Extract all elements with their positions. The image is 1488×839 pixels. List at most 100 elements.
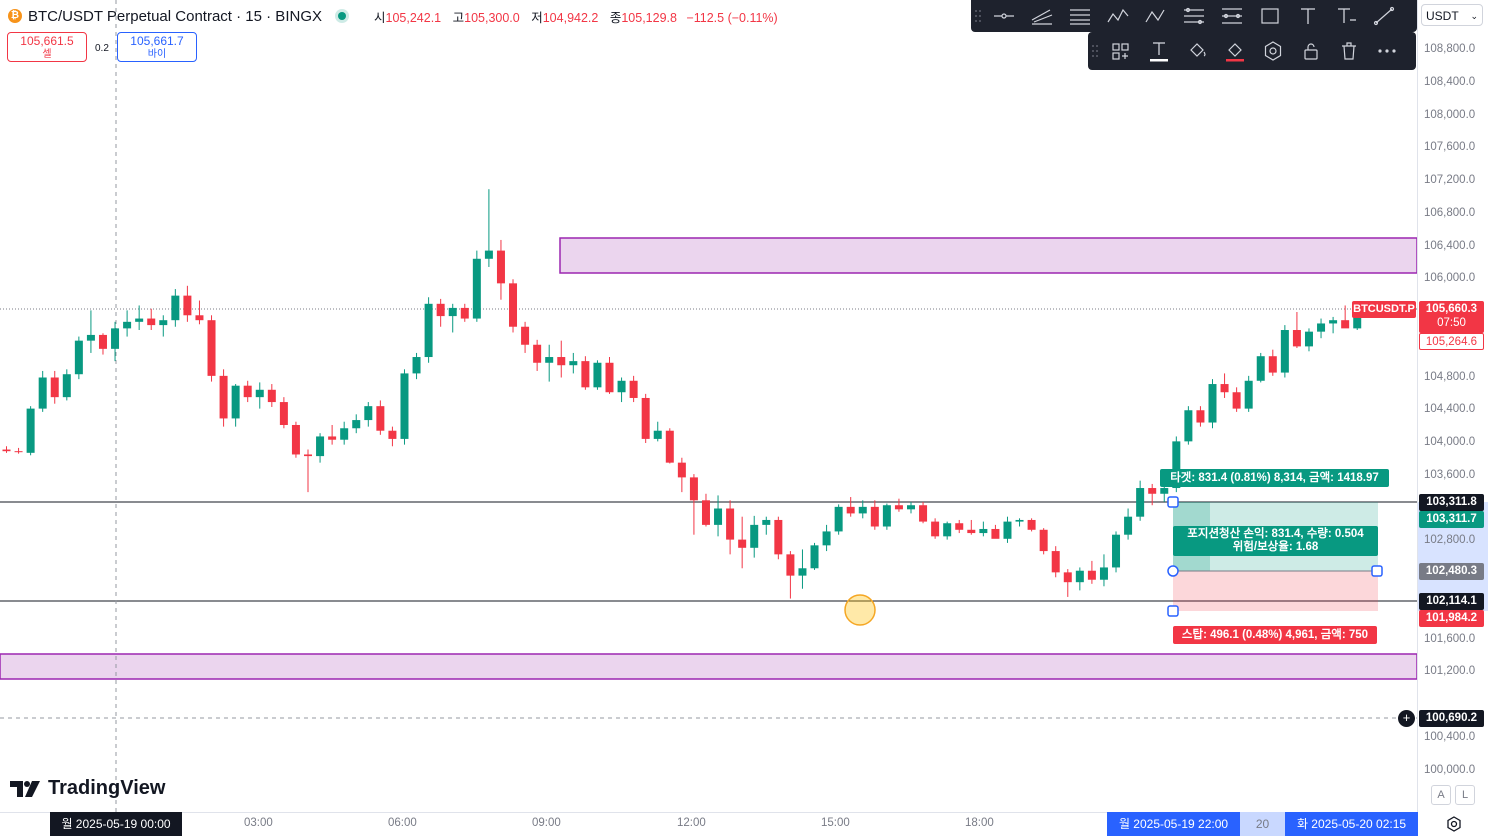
pnl-label[interactable]: 포지션청산 손익: 831.4, 수량: 0.504 위험/보상율: 1.68	[1173, 526, 1378, 556]
candle	[243, 380, 252, 403]
candle	[123, 310, 132, 337]
auto-scale-button[interactable]: A	[1431, 785, 1451, 805]
candle-body	[991, 528, 1000, 539]
candle-body	[1232, 392, 1241, 409]
candle-body	[870, 506, 879, 527]
buy-button[interactable]: 105,661.7 바이	[117, 32, 197, 62]
candle	[484, 189, 493, 267]
text-note-icon[interactable]	[1327, 1, 1365, 31]
candle-body	[231, 385, 240, 419]
candle-body	[484, 250, 493, 259]
candle-body	[279, 402, 288, 425]
drag-handle-icon[interactable]	[1088, 44, 1102, 58]
candle	[967, 519, 976, 535]
text-tool-icon[interactable]	[1140, 36, 1178, 66]
target-label[interactable]: 타겟: 831.4 (0.81%) 8,314, 금액: 1418.97	[1160, 469, 1389, 487]
fill-color-icon[interactable]	[1178, 36, 1216, 66]
time-tick: 06:00	[388, 817, 417, 829]
candle-body	[726, 508, 735, 540]
candle	[1341, 305, 1350, 329]
candle	[533, 339, 542, 371]
currency-value: USDT	[1426, 9, 1459, 23]
horizontal-line-icon[interactable]	[985, 1, 1023, 31]
candle-body	[521, 326, 530, 345]
candle	[738, 516, 747, 569]
candle-body	[26, 408, 35, 453]
candle	[147, 308, 156, 331]
candle	[111, 321, 120, 362]
tradingview-logo[interactable]: TradingView	[10, 777, 165, 800]
candle	[74, 336, 83, 380]
candle-body	[1268, 356, 1277, 373]
abcd-pattern-icon[interactable]	[1137, 1, 1175, 31]
parallel-lines-icon[interactable]	[1061, 1, 1099, 31]
candle-body	[1015, 519, 1024, 522]
candle	[1256, 352, 1265, 383]
candle	[436, 298, 445, 327]
market-open-icon	[338, 12, 346, 20]
symbol-tag: BTCUSDT.P	[1352, 301, 1416, 318]
candle	[798, 549, 807, 589]
date-range-icon[interactable]	[1175, 1, 1213, 31]
entry-handle	[1167, 565, 1179, 577]
candle-body	[424, 303, 433, 358]
tradingview-wordmark: TradingView	[48, 777, 166, 799]
candle-body	[979, 528, 988, 534]
trend-channel-icon[interactable]	[1023, 1, 1061, 31]
candle-body	[1063, 572, 1072, 583]
candle	[1208, 379, 1217, 429]
price-tick: 101,200.0	[1424, 665, 1476, 678]
log-scale-button[interactable]: L	[1455, 785, 1475, 805]
price-tick: 104,800.0	[1424, 370, 1476, 383]
entry-price-label: 102,480.3	[1419, 563, 1484, 580]
drag-handle-icon[interactable]	[971, 9, 985, 23]
selection-toolbar	[1088, 32, 1416, 70]
candle-body	[1304, 331, 1313, 347]
candle	[1148, 483, 1157, 506]
candle	[1075, 567, 1084, 591]
ohlc-values: 시105,242.1 고105,300.0 저104,942.2 종105,12…	[366, 7, 778, 26]
sell-button[interactable]: 105,661.5 셀	[7, 32, 87, 62]
tradingview-logo-icon	[10, 780, 40, 797]
candle-body	[340, 428, 349, 440]
settings-gear-icon[interactable]	[1445, 815, 1463, 833]
candle-body	[460, 307, 469, 319]
price-tick: 103,600.0	[1424, 468, 1476, 481]
candle-body	[738, 539, 747, 548]
candle	[979, 521, 988, 537]
border-color-icon[interactable]	[1216, 36, 1254, 66]
wave-pattern-icon[interactable]	[1099, 1, 1137, 31]
candle-body	[328, 436, 337, 440]
spread-value: 0.2	[95, 43, 109, 54]
last-price-label: 105,660.3 07:50	[1419, 301, 1484, 333]
candle-body	[894, 505, 903, 510]
rectangle-icon[interactable]	[1251, 1, 1289, 31]
candle	[617, 377, 626, 403]
cursor-time-flag: 월 2025-05-19 00:00	[50, 812, 182, 836]
text-icon[interactable]	[1289, 1, 1327, 31]
trash-icon[interactable]	[1330, 36, 1368, 66]
settings-icon[interactable]	[1254, 36, 1292, 66]
add-alert-icon[interactable]: +	[1398, 710, 1415, 727]
more-icon[interactable]	[1368, 36, 1406, 66]
templates-icon[interactable]	[1102, 36, 1140, 66]
currency-select[interactable]: USDT ⌄	[1421, 4, 1483, 26]
symbol-title[interactable]: BTC/USDT Perpetual Contract · 15 · BINGX	[28, 7, 322, 25]
candle-body	[1099, 567, 1108, 580]
line-icon[interactable]	[1365, 1, 1403, 31]
candle	[171, 289, 180, 327]
candle	[762, 516, 771, 535]
candle-body	[846, 506, 855, 514]
stop-label[interactable]: 스탑: 496.1 (0.48%) 4,961, 금액: 750	[1173, 626, 1377, 644]
candle-body	[86, 334, 95, 341]
drawing-toolbar	[971, 0, 1417, 32]
candle	[1099, 554, 1108, 587]
candle-body	[798, 568, 807, 576]
price-range-icon[interactable]	[1213, 1, 1251, 31]
candle	[629, 375, 638, 403]
lock-icon[interactable]	[1292, 36, 1330, 66]
candle	[955, 519, 964, 534]
candle-body	[1208, 384, 1217, 423]
candle-body	[774, 519, 783, 555]
